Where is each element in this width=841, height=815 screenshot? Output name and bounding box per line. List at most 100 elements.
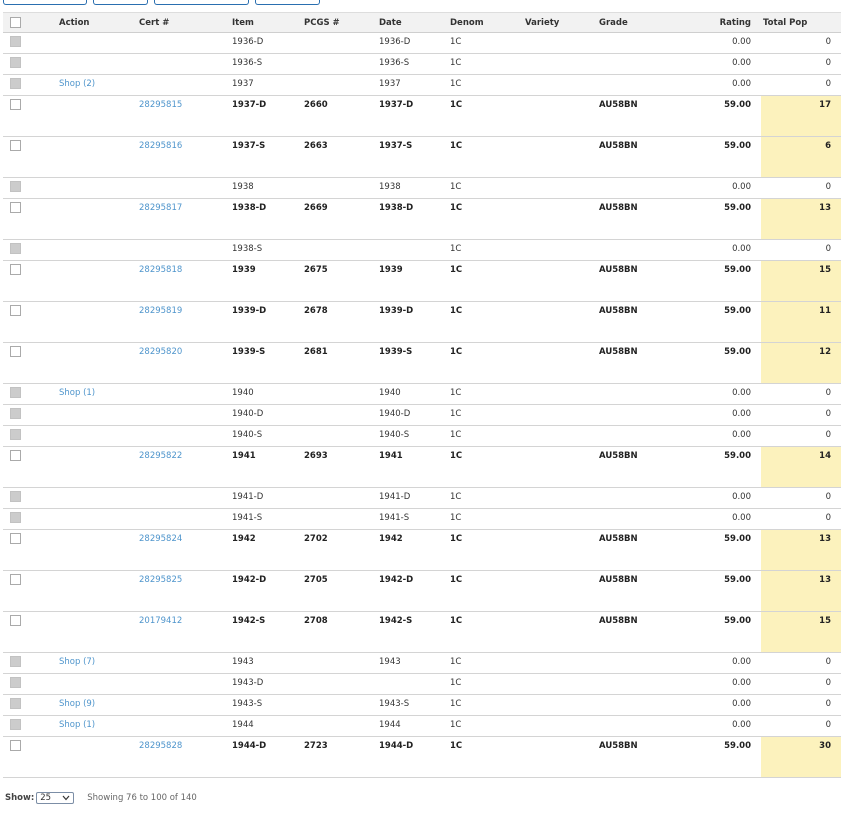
cell-item: 1941-S: [230, 508, 302, 530]
column-header-grade[interactable]: Grade: [597, 12, 669, 33]
cert-link[interactable]: 20179412: [139, 616, 183, 626]
row-checkbox[interactable]: [10, 140, 21, 151]
cell-item: 1944-D: [230, 736, 302, 778]
rating-value: 0.00: [732, 388, 751, 398]
toolbar-button-2[interactable]: [93, 0, 148, 5]
row-checkbox[interactable]: [10, 202, 21, 213]
date-value: 1942-D: [379, 575, 414, 585]
cell-cert: 28295820: [137, 342, 230, 384]
column-header-action[interactable]: Action: [57, 12, 137, 33]
denom-value: 1C: [450, 513, 462, 523]
column-header-rating[interactable]: Rating: [669, 12, 761, 33]
pcgs-value: 2708: [304, 616, 328, 626]
rating-value: 59.00: [724, 575, 751, 585]
cert-link[interactable]: 28295815: [139, 100, 183, 110]
cell-denom: 1C: [448, 425, 523, 447]
cert-link[interactable]: 28295818: [139, 265, 183, 275]
cell-cert: [137, 652, 230, 674]
cell-action: [57, 239, 137, 261]
row-select-cell: [3, 425, 57, 447]
pcgs-value: [304, 426, 377, 430]
cert-link[interactable]: 28295824: [139, 534, 183, 544]
row-checkbox: [10, 78, 21, 89]
row-checkbox[interactable]: [10, 99, 21, 110]
cell-cert: [137, 383, 230, 405]
pcgs-value: 2660: [304, 100, 328, 110]
page-size-value: 25: [40, 793, 52, 803]
page-size-select[interactable]: 25: [36, 792, 75, 804]
shop-link[interactable]: Shop (9): [59, 699, 96, 709]
cert-link[interactable]: 28295825: [139, 575, 183, 585]
cell-pcgs: [302, 487, 377, 509]
cert-link[interactable]: 28295828: [139, 741, 183, 751]
cell-action: [57, 446, 137, 488]
cell-grade: AU58BN: [597, 136, 669, 178]
row-checkbox[interactable]: [10, 740, 21, 751]
cell-grade: [597, 715, 669, 737]
row-checkbox: [10, 181, 21, 192]
action-value: [59, 426, 137, 430]
cell-cert: [137, 715, 230, 737]
rating-value: 0.00: [732, 513, 751, 523]
column-header-pcgs[interactable]: PCGS #: [302, 12, 377, 33]
action-value: [59, 488, 137, 492]
select-all-checkbox[interactable]: [10, 17, 21, 28]
cell-action: [57, 404, 137, 426]
row-checkbox[interactable]: [10, 450, 21, 461]
column-header-variety[interactable]: Variety: [523, 12, 597, 33]
column-header-total-pop[interactable]: Total Pop: [761, 12, 841, 33]
denom-value: 1C: [450, 741, 463, 751]
cert-link[interactable]: 28295820: [139, 347, 183, 357]
row-checkbox[interactable]: [10, 574, 21, 585]
shop-link[interactable]: Shop (7): [59, 657, 96, 667]
cert-link[interactable]: 28295822: [139, 451, 183, 461]
cell-total-pop: 15: [761, 611, 841, 653]
cell-item: 1940: [230, 383, 302, 405]
denom-value: 1C: [450, 720, 462, 730]
row-select-cell: [3, 95, 57, 137]
cell-rating: 0.00: [669, 652, 761, 674]
shop-link[interactable]: Shop (2): [59, 79, 96, 89]
toolbar-button-1[interactable]: [3, 0, 87, 5]
cell-total-pop: 0: [761, 652, 841, 674]
row-checkbox[interactable]: [10, 305, 21, 316]
item-value: 1937-S: [232, 141, 266, 151]
cell-denom: 1C: [448, 508, 523, 530]
cell-item: 1939-D: [230, 301, 302, 343]
rating-value: 59.00: [724, 347, 751, 357]
cell-action: Shop (7): [57, 652, 137, 674]
pcgs-value: [304, 488, 377, 492]
row-checkbox[interactable]: [10, 615, 21, 626]
cert-link[interactable]: 28295816: [139, 141, 183, 151]
item-value: 1937: [232, 79, 254, 89]
shop-link[interactable]: Shop (1): [59, 388, 96, 398]
cert-link[interactable]: 28295817: [139, 203, 183, 213]
cell-denom: 1C: [448, 260, 523, 302]
cell-item: 1938-D: [230, 198, 302, 240]
column-header-date[interactable]: Date: [377, 12, 448, 33]
cell-total-pop: 0: [761, 508, 841, 530]
shop-link[interactable]: Shop (1): [59, 720, 96, 730]
column-header-denom[interactable]: Denom: [448, 12, 523, 33]
action-value: [59, 405, 137, 409]
column-header-cert[interactable]: Cert #: [137, 12, 230, 33]
cell-cert: 28295818: [137, 260, 230, 302]
toolbar-button-3[interactable]: [154, 0, 249, 5]
cert-link[interactable]: 28295819: [139, 306, 183, 316]
toolbar-button-4[interactable]: [255, 0, 320, 5]
row-checkbox[interactable]: [10, 533, 21, 544]
date-value: 1936-D: [379, 37, 411, 47]
row-checkbox[interactable]: [10, 346, 21, 357]
grade-value: [599, 33, 669, 37]
rating-value: 0.00: [732, 58, 751, 68]
grade-value: [599, 405, 669, 409]
cell-total-pop: 0: [761, 177, 841, 199]
grade-value: [599, 716, 669, 720]
cell-item: 1938-S: [230, 239, 302, 261]
row-checkbox[interactable]: [10, 264, 21, 275]
row-checkbox: [10, 429, 21, 440]
total-pop-value: 0: [825, 699, 831, 709]
column-header-item[interactable]: Item: [230, 12, 302, 33]
total-pop-value: 0: [825, 58, 831, 68]
denom-value: 1C: [450, 141, 463, 151]
